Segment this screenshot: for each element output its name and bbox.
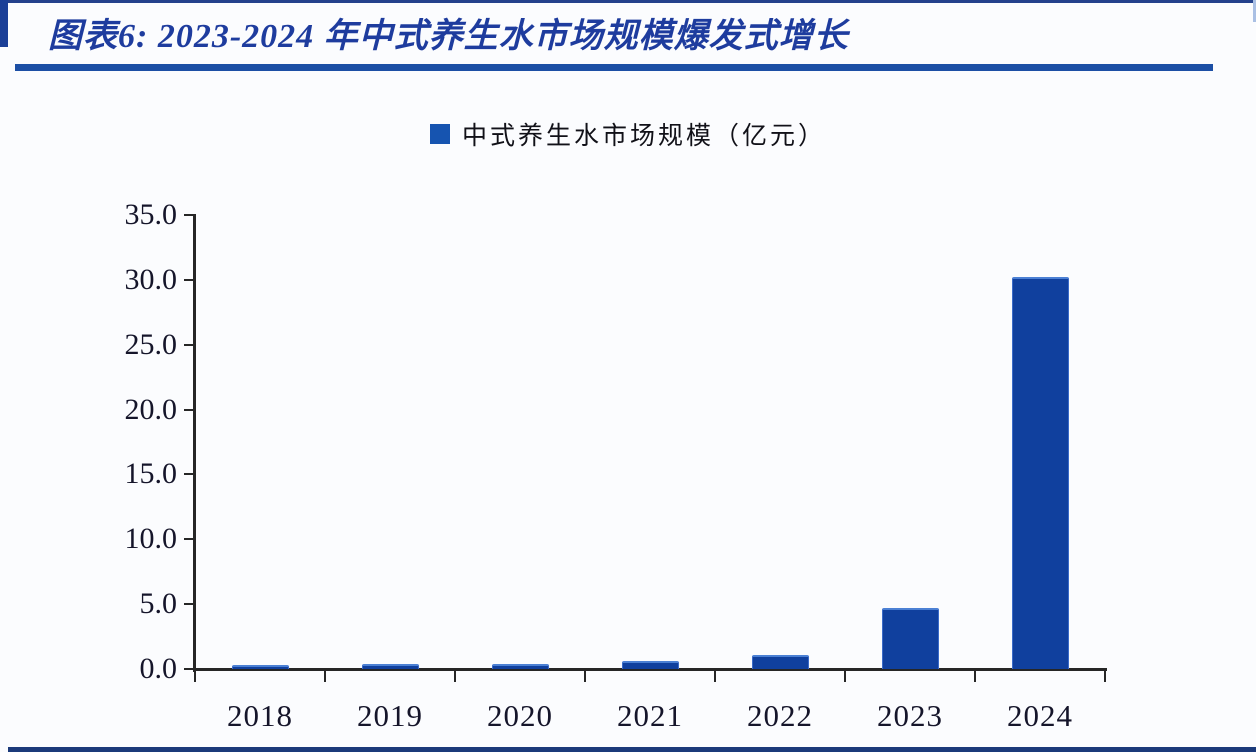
x-tick-mark [1104, 670, 1106, 682]
title-divider-rule [15, 64, 1213, 71]
y-tick-mark [184, 343, 194, 346]
y-tick-label: 0.0 [139, 652, 178, 685]
x-tick-label: 2024 [1007, 698, 1073, 733]
y-tick-mark [184, 538, 194, 541]
y-tick-mark [184, 214, 194, 216]
bar-2024 [1012, 277, 1069, 669]
x-tick-mark [584, 670, 586, 682]
bar-2020 [492, 664, 549, 669]
x-axis-line [193, 668, 1107, 671]
y-tick-mark [184, 668, 194, 670]
x-tick-mark [714, 670, 716, 682]
bar-2019 [362, 664, 419, 669]
top-border-line [0, 0, 1256, 3]
left-accent-bar [0, 0, 8, 47]
y-tick-label: 20.0 [124, 392, 178, 426]
x-tick-mark [194, 670, 196, 682]
y-tick-label: 5.0 [139, 587, 178, 621]
bar-2022 [752, 655, 809, 669]
x-tick-label: 2022 [747, 698, 813, 733]
figure-title: 图表6: 2023-2024 年中式养生水市场规模爆发式增长 [48, 18, 849, 55]
bar-2023 [882, 608, 939, 669]
bottom-border-line [8, 747, 1256, 752]
y-tick-mark [184, 603, 194, 606]
y-tick-mark [184, 278, 194, 281]
x-tick-label: 2021 [617, 698, 683, 733]
y-tick-label: 30.0 [124, 262, 178, 296]
x-tick-mark [454, 670, 456, 682]
x-tick-label: 2020 [487, 698, 553, 733]
y-tick-label: 10.0 [124, 522, 178, 556]
bar-2021 [622, 661, 679, 669]
x-tick-label: 2023 [877, 698, 943, 733]
legend-label: 中式养生水市场规模（亿元） [461, 123, 826, 150]
x-tick-mark [974, 670, 976, 682]
x-tick-mark [324, 670, 326, 682]
x-tick-mark [844, 670, 846, 682]
y-tick-label: 35.0 [124, 198, 178, 231]
x-tick-label: 2018 [227, 698, 293, 733]
bar-2018 [232, 665, 289, 669]
y-tick-label: 25.0 [124, 327, 178, 361]
y-tick-mark [184, 408, 194, 411]
y-tick-mark [184, 473, 194, 476]
y-axis-line [193, 214, 196, 672]
legend-swatch-icon [429, 124, 450, 144]
right-accent-bar [1253, 0, 1256, 22]
x-tick-label: 2019 [357, 698, 423, 733]
chart-legend: 中式养生水市场规模（亿元） [0, 116, 1256, 152]
y-tick-label: 15.0 [124, 457, 178, 491]
